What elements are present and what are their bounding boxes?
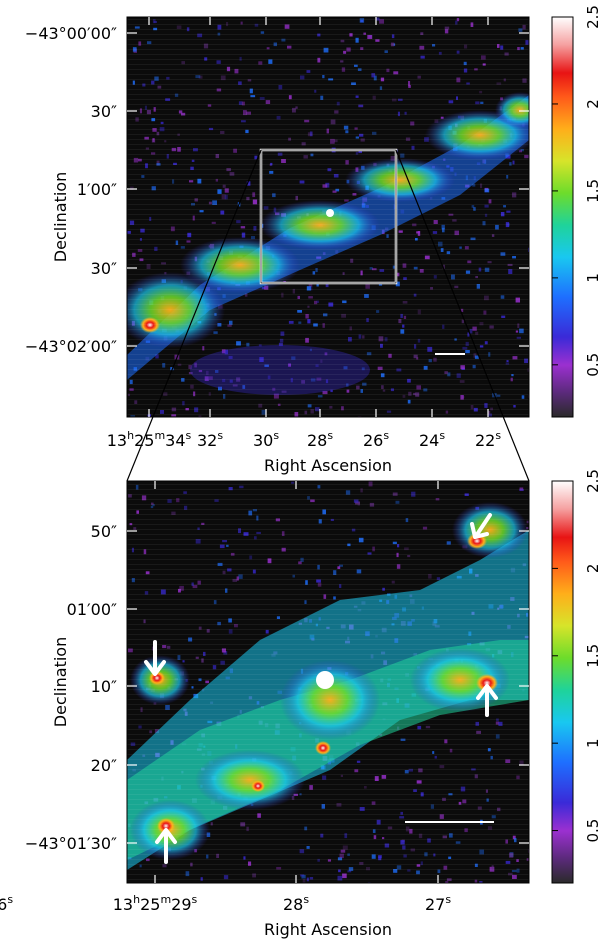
source-arrow bbox=[470, 513, 492, 539]
top-panel: −43°00′00″ 30″ 1′00″ 30″ −43°02′00″ 13h25m34… bbox=[25, 16, 530, 475]
bottom-frame bbox=[126, 480, 530, 884]
y-tick-label: 1′00″ bbox=[77, 180, 117, 199]
x-tick-label: 32s bbox=[197, 429, 223, 450]
bottom-colorbar-labels: 0.5 1 1.5 2 2.5 bbox=[552, 469, 600, 843]
x-tick-label: 28s bbox=[283, 893, 309, 914]
colorbar-tick-label: 2 bbox=[584, 99, 600, 109]
bottom-colorbar-scale bbox=[551, 480, 574, 884]
bottom-colorbar: 0.5 1 1.5 2 2.5 bbox=[551, 469, 600, 884]
bottom-x-tick-labels: 13h25m29s 28s 27s 26s bbox=[0, 893, 451, 914]
source-arrow bbox=[155, 828, 177, 864]
y-tick-label: 50″ bbox=[91, 522, 117, 541]
colorbar-tick-label: 2.5 bbox=[584, 469, 600, 493]
top-map bbox=[127, 17, 529, 422]
colorbar-tick-label: 1.5 bbox=[584, 644, 600, 668]
x-tick-label: 26s bbox=[363, 429, 389, 450]
colorbar-tick-label: 1.5 bbox=[584, 179, 600, 203]
colorbar-tick-label: 2.5 bbox=[584, 5, 600, 29]
zoom-connector-right bbox=[395, 149, 530, 482]
y-tick-label: 30″ bbox=[91, 259, 117, 278]
x-tick-label: 24s bbox=[419, 429, 445, 450]
y-tick-label: 30″ bbox=[91, 102, 117, 121]
bottom-y-axis-label: Declination bbox=[51, 637, 70, 727]
y-tick-label: 01′00″ bbox=[67, 600, 117, 619]
bottom-y-tick-labels: 50″ 01′00″ 10″ 20″ −43°01′30″ bbox=[25, 522, 117, 853]
noise-speckle bbox=[371, 417, 374, 422]
scanlines bbox=[127, 481, 529, 883]
zoom-connector-left bbox=[126, 149, 262, 482]
x-tick-label: 13h25m29s bbox=[113, 893, 198, 914]
colorbar-tick-label: 0.5 bbox=[584, 819, 600, 843]
source-arrow bbox=[144, 640, 166, 676]
source-arrow bbox=[476, 684, 498, 717]
colorbar-tick-label: 0.5 bbox=[584, 353, 600, 377]
top-colorbar-labels: 0.5 1 1.5 2 2.5 bbox=[552, 5, 600, 377]
bottom-ticks bbox=[127, 481, 529, 883]
top-x-tick-labels: 13h25m34s 32s 30s 28s 26s 24s 22s bbox=[107, 429, 502, 450]
colorbar-tick-label: 1 bbox=[584, 273, 600, 283]
top-frame bbox=[126, 16, 530, 418]
y-tick-label: 10″ bbox=[91, 677, 117, 696]
x-tick-label: 27s bbox=[425, 893, 451, 914]
colorbar-tick-label: 1 bbox=[584, 738, 600, 748]
x-tick-label: 28s bbox=[307, 429, 333, 450]
x-tick-label: 13h25m34s bbox=[107, 429, 192, 450]
bottom-map bbox=[127, 481, 529, 883]
top-colorbar-scale bbox=[551, 16, 574, 418]
top-y-tick-labels: −43°00′00″ 30″ 1′00″ 30″ −43°02′00″ bbox=[25, 24, 117, 356]
y-tick-label: 20″ bbox=[91, 756, 117, 775]
x-tick-label: 26s bbox=[0, 893, 13, 914]
y-tick-label: −43°01′30″ bbox=[25, 834, 117, 853]
scanlines bbox=[127, 17, 529, 417]
bottom-panel: 50″ 01′00″ 10″ 20″ −43°01′30″ 13h25m29s 28s 27… bbox=[0, 480, 530, 939]
top-ticks bbox=[127, 17, 529, 417]
x-tick-label: 30s bbox=[253, 429, 279, 450]
top-colorbar: 0.5 1 1.5 2 2.5 bbox=[551, 5, 600, 418]
x-tick-label: 22s bbox=[475, 429, 501, 450]
top-y-axis-label: Declination bbox=[51, 172, 70, 262]
top-x-axis-label: Right Ascension bbox=[264, 456, 392, 475]
zoom-box-inner bbox=[260, 149, 397, 284]
y-tick-label: −43°00′00″ bbox=[25, 24, 117, 43]
bottom-x-axis-label: Right Ascension bbox=[264, 920, 392, 939]
colorbar-tick-label: 2 bbox=[584, 564, 600, 574]
y-tick-label: −43°02′00″ bbox=[25, 337, 117, 356]
